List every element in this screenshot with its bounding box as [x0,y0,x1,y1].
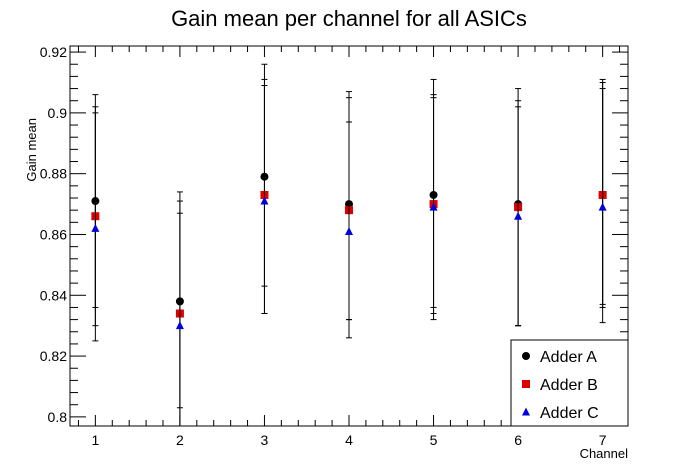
data-point [429,202,438,211]
legend-box [510,339,629,427]
x-tick-label: 1 [91,432,99,448]
legend-label: Adder B [540,377,598,394]
data-point [514,211,523,220]
y-tick-label: 0.84 [40,287,67,303]
y-axis-title: Gain mean [24,118,39,182]
chart-title: Gain mean per channel for all ASICs [171,6,527,31]
y-tick-label: 0.86 [40,226,67,242]
x-axis-title: Channel [580,446,629,461]
series-adder-c [91,85,607,427]
x-tick-label: 6 [514,432,522,448]
legend-label: Adder C [540,405,599,422]
legend-marker [522,407,530,416]
legend-marker [522,352,530,360]
x-tick-label: 2 [176,432,184,448]
legend-marker [522,380,530,388]
data-point [91,223,100,232]
legend: Adder A Adder B Adder C [510,339,629,427]
y-tick-label: 0.92 [40,44,67,60]
data-point [345,226,353,235]
series-layer [91,63,607,427]
legend-label: Adder A [540,349,597,366]
data-point [260,196,269,205]
x-tick-label: 7 [599,432,607,448]
x-tick-label: 5 [430,432,438,448]
data-point [175,321,184,330]
x-tick-label: 3 [261,432,269,448]
x-tick-label: 4 [345,432,353,448]
y-tick-label: 0.88 [40,166,67,182]
y-tick-label: 0.9 [48,105,68,121]
data-point [598,202,607,211]
y-tick-label: 0.8 [48,409,68,425]
y-tick-label: 0.82 [40,348,67,364]
